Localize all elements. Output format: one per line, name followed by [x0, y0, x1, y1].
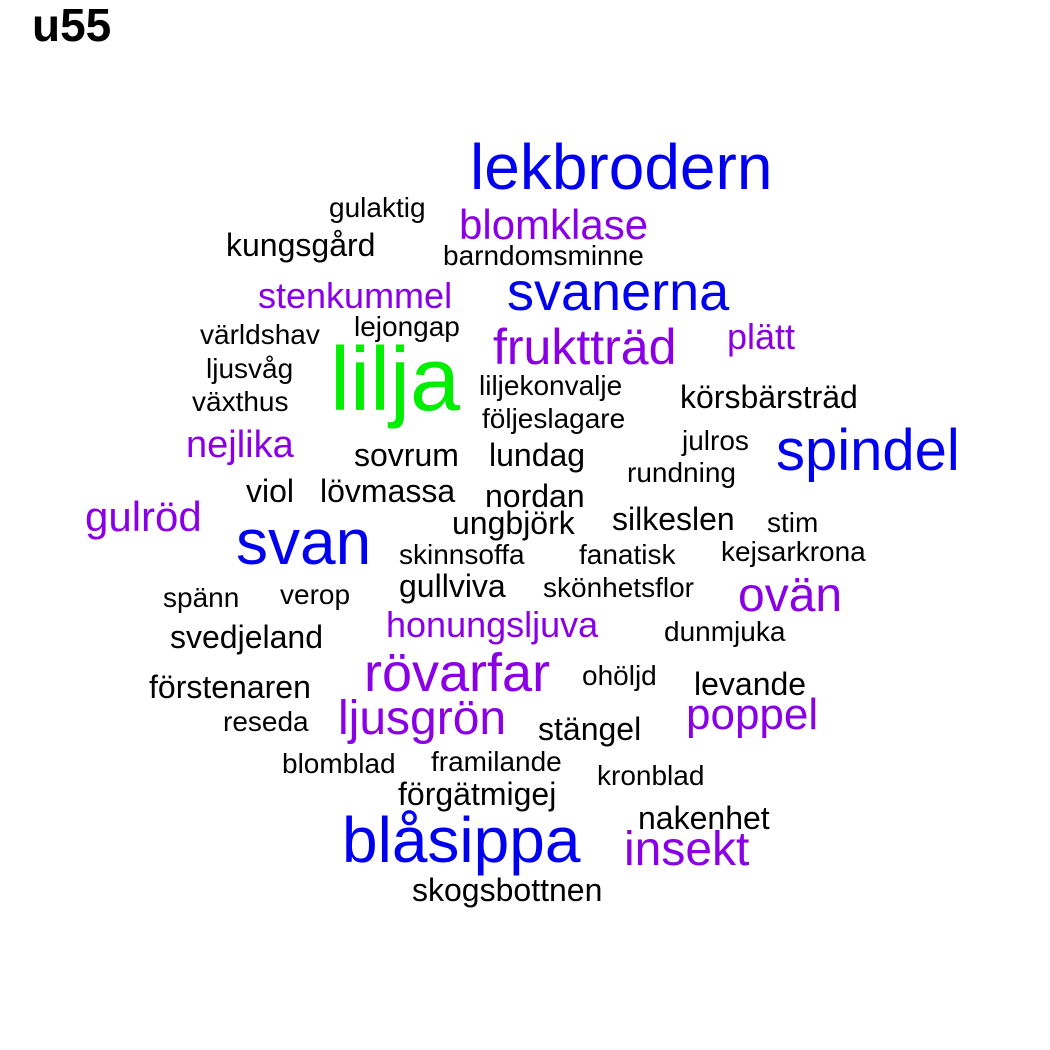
word-kronblad: kronblad [597, 760, 705, 791]
word-oholjd: ohöljd [582, 660, 657, 691]
word-ljusvag: ljusvåg [206, 353, 294, 384]
word-dunmjuka: dunmjuka [664, 616, 786, 647]
word-stim: stim [767, 507, 819, 538]
word-blasippa: blåsippa [342, 804, 581, 876]
word-ungbjork: ungbjörk [452, 505, 575, 541]
word-skonhetsflor: skönhetsflor [543, 572, 694, 603]
word-framilande: framilande [431, 746, 562, 777]
word-svan: svan [236, 506, 372, 578]
word-gulaktig: gulaktig [329, 192, 426, 223]
word-sovrum: sovrum [354, 437, 459, 473]
word-blomblad: blomblad [282, 748, 396, 779]
word-nordan: nordan [485, 478, 585, 514]
word-skinnsoffa: skinnsoffa [399, 539, 525, 570]
word-lilja: lilja [330, 330, 461, 430]
word-stangel: stängel [538, 711, 642, 747]
word-ovan: ovän [738, 569, 843, 622]
word-lekbrodern: lekbrodern [470, 131, 773, 203]
word-nakenhet: nakenhet [638, 800, 770, 836]
word-ljusgron: ljusgrön [338, 692, 507, 745]
word-gullviva: gullviva [399, 568, 506, 604]
word-fanatisk: fanatisk [579, 539, 676, 570]
word-liljekonvalje: liljekonvalje [479, 370, 623, 401]
word-svanerna: svanerna [507, 262, 730, 322]
word-kungsgard: kungsgård [226, 227, 376, 263]
word-insekt: insekt [624, 823, 750, 876]
word-forstenaren: förstenaren [149, 669, 311, 705]
word-frukttrad: fruktträd [493, 319, 677, 375]
word-barndomsminne: barndomsminne [443, 240, 644, 271]
word-viol: viol [246, 473, 295, 509]
word-rundning: rundning [627, 457, 736, 488]
word-varldshav: världshav [200, 319, 320, 350]
word-stenkummel: stenkummel [258, 275, 453, 316]
word-nejlika: nejlika [186, 424, 294, 466]
word-skogsbottnen: skogsbottnen [412, 872, 603, 908]
word-silkeslen: silkeslen [612, 501, 735, 537]
word-gulrod: gulröd [85, 493, 202, 540]
word-poppel: poppel [686, 690, 819, 739]
word-julros: julros [682, 425, 749, 456]
word-levande: levande [694, 666, 807, 702]
word-svedjeland: svedjeland [170, 619, 323, 655]
word-lundag: lundag [489, 437, 586, 473]
word-platt: plätt [727, 316, 796, 357]
word-rovarfar: rövarfar [364, 643, 551, 703]
word-honungsljuva: honungsljuva [386, 604, 599, 645]
word-spann: spänn [163, 582, 240, 613]
word-korsbarstrad: körsbärsträd [680, 379, 858, 415]
word-verop: verop [280, 579, 351, 610]
word-reseda: reseda [223, 706, 309, 737]
word-blomklase: blomklase [459, 201, 649, 248]
word-vaxthus: växthus [192, 386, 289, 417]
word-spindel: spindel [776, 418, 960, 483]
word-lovmassa: lövmassa [320, 473, 456, 509]
word-kejsarkrona: kejsarkrona [721, 536, 866, 567]
word-lejongap: lejongap [354, 311, 460, 342]
word-forgatmigej: förgätmigej [398, 776, 557, 812]
page-title: u55 [32, 0, 112, 51]
word-foljeslagare: följeslagare [482, 403, 626, 434]
